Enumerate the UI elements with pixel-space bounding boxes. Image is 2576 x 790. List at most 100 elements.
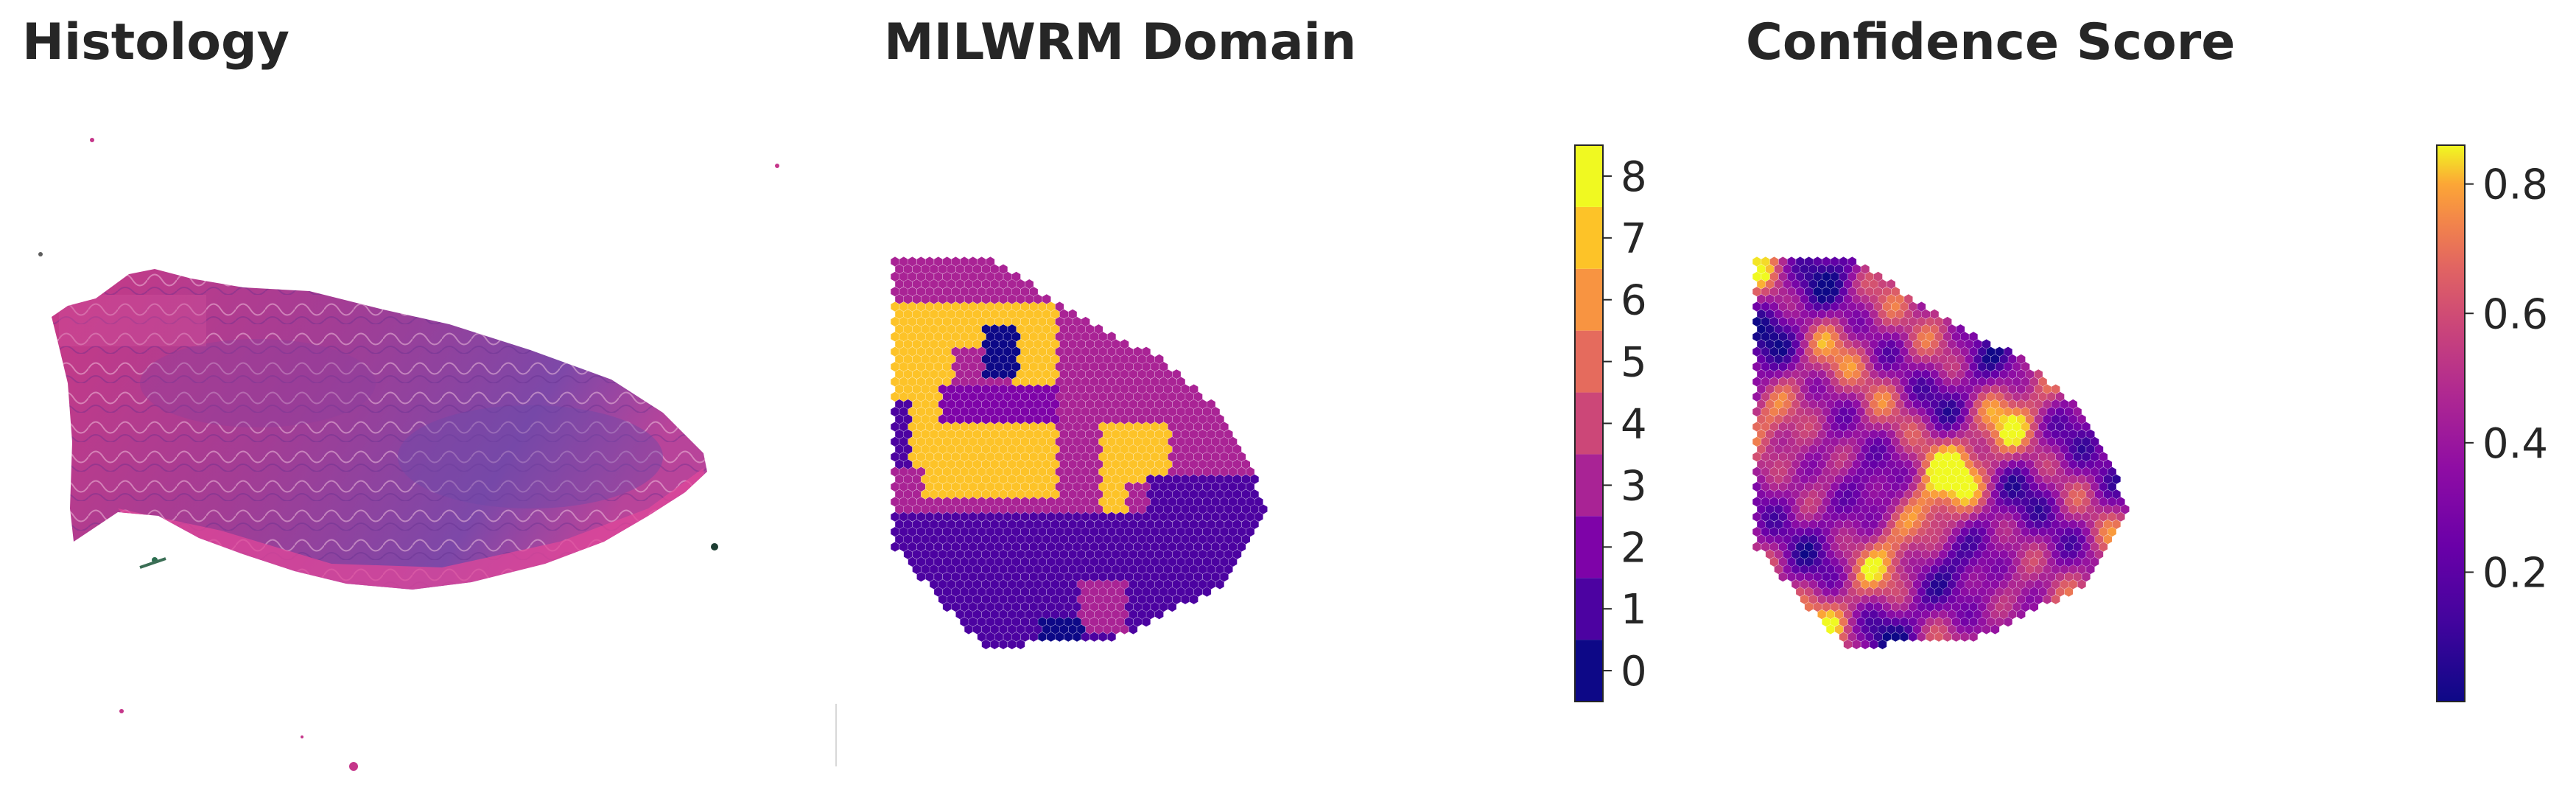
- confidence-spot: [1921, 459, 1930, 469]
- domain-spot: [1124, 587, 1134, 597]
- confidence-spot: [2043, 399, 2052, 410]
- confidence-spot: [1796, 332, 1805, 342]
- domain-spot: [908, 422, 917, 432]
- domain-spot: [951, 332, 960, 342]
- confidence-spot: [1900, 572, 1909, 582]
- domain-spot: [1220, 466, 1229, 477]
- domain-spot: [938, 549, 947, 559]
- domain-spot: [960, 287, 969, 297]
- confidence-spot: [1861, 459, 1870, 469]
- confidence-spot: [1831, 346, 1839, 357]
- domain-spot: [916, 407, 925, 417]
- domain-colorbar-cell: [1575, 392, 1603, 455]
- confidence-spot: [1930, 444, 1939, 455]
- confidence-spot: [1878, 534, 1887, 545]
- domain-spot: [1033, 339, 1042, 349]
- domain-spot: [955, 339, 964, 349]
- confidence-spot: [2060, 489, 2069, 500]
- domain-spot: [977, 481, 986, 492]
- domain-spot: [990, 624, 999, 635]
- domain-spot: [960, 617, 969, 627]
- confidence-spot: [1865, 316, 1874, 327]
- domain-spot: [990, 474, 999, 484]
- domain-spot: [903, 309, 913, 319]
- confidence-spot: [1826, 354, 1835, 364]
- domain-spot: [1085, 504, 1095, 514]
- domain-spot: [1003, 601, 1012, 612]
- domain-spot: [1224, 444, 1233, 455]
- domain-spot: [934, 407, 943, 417]
- confidence-spot: [1891, 617, 1900, 627]
- domain-spot: [1220, 542, 1229, 552]
- domain-spot: [1073, 422, 1081, 432]
- domain-spot: [1059, 384, 1068, 394]
- domain-spot: [1073, 587, 1081, 597]
- confidence-spot: [1965, 369, 1973, 380]
- confidence-spot: [2043, 429, 2052, 439]
- confidence-spot: [1943, 346, 1952, 357]
- domain-spot: [895, 519, 904, 529]
- confidence-spot: [1791, 549, 1800, 559]
- confidence-spot: [2021, 497, 2030, 507]
- domain-spot: [895, 264, 904, 274]
- confidence-spot: [1947, 609, 1956, 620]
- confidence-spot: [1839, 377, 1848, 387]
- confidence-spot: [1926, 407, 1934, 417]
- confidence-spot: [2077, 504, 2086, 514]
- domain-spot: [986, 422, 995, 432]
- confidence-spot: [1895, 564, 1904, 575]
- domain-spot: [891, 481, 899, 492]
- confidence-spot: [1791, 534, 1800, 545]
- confidence-spot: [1986, 452, 1996, 462]
- domain-spot: [1151, 377, 1159, 387]
- domain-spot: [1064, 346, 1073, 357]
- domain-spot: [1163, 579, 1173, 590]
- domain-spot: [1003, 316, 1012, 327]
- domain-spot: [1068, 534, 1077, 545]
- confidence-spot: [1891, 601, 1900, 612]
- domain-spot: [899, 287, 908, 297]
- domain-spot: [1211, 481, 1220, 492]
- domain-spot: [1059, 564, 1068, 575]
- confidence-spot: [1843, 384, 1853, 394]
- domain-spot: [1129, 354, 1138, 364]
- confidence-spot: [1947, 564, 1956, 575]
- domain-spot: [1129, 549, 1138, 559]
- confidence-spot: [1804, 332, 1814, 342]
- confidence-spot: [2055, 452, 2065, 462]
- domain-spot: [990, 279, 999, 290]
- confidence-spot: [1939, 399, 1948, 410]
- confidence-spot: [1895, 309, 1904, 319]
- confidence-spot: [1839, 391, 1848, 402]
- confidence-spot: [1939, 414, 1948, 424]
- domain-spot: [1089, 511, 1099, 522]
- confidence-spot: [1873, 617, 1883, 627]
- domain-spot: [969, 422, 978, 432]
- confidence-spot: [1826, 429, 1835, 439]
- domain-spot: [1055, 511, 1064, 522]
- domain-spot: [1146, 609, 1155, 620]
- domain-spot: [1228, 542, 1238, 552]
- domain-spot: [994, 497, 1003, 507]
- confidence-spot: [1813, 587, 1822, 597]
- confidence-spot: [2055, 572, 2065, 582]
- confidence-spot: [1965, 339, 1973, 349]
- confidence-spot: [1757, 264, 1766, 274]
- domain-spot: [1042, 369, 1051, 380]
- domain-spot: [1016, 324, 1025, 335]
- confidence-spot: [1791, 264, 1800, 274]
- confidence-spot: [1847, 511, 1857, 522]
- confidence-spot: [1839, 287, 1848, 297]
- domain-spot: [1038, 377, 1047, 387]
- confidence-spot: [1826, 384, 1835, 394]
- confidence-spot: [1982, 594, 1991, 604]
- domain-spot: [1207, 399, 1215, 410]
- confidence-spot: [1847, 572, 1857, 582]
- confidence-spot: [1757, 444, 1766, 455]
- domain-spot: [1085, 534, 1095, 545]
- confidence-spot: [1990, 354, 2000, 364]
- confidence-spot: [2034, 369, 2043, 380]
- confidence-spot: [1951, 466, 1961, 477]
- confidence-spot: [2077, 519, 2086, 529]
- domain-spot: [994, 632, 1003, 642]
